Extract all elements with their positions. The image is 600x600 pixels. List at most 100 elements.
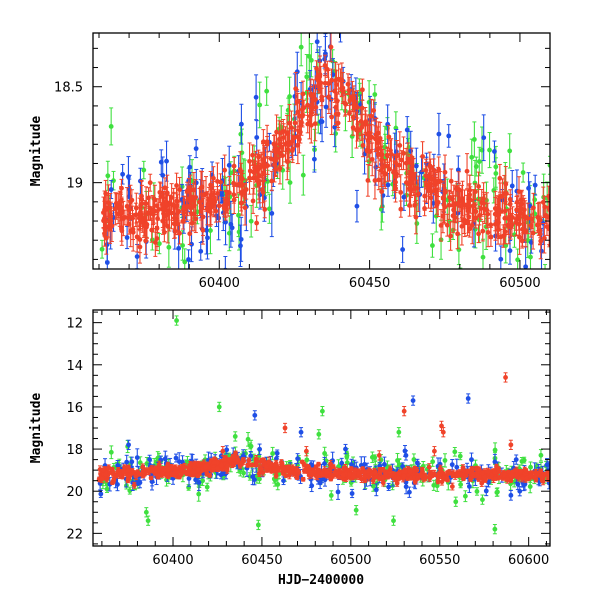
data-point-red <box>496 468 502 474</box>
data-point-red <box>328 33 334 63</box>
data-point-red <box>335 115 341 131</box>
data-point-red <box>340 471 346 480</box>
data-point-red <box>260 170 265 208</box>
data-point-green <box>543 264 548 269</box>
data-point-green <box>492 524 498 535</box>
data-point-red <box>379 175 385 208</box>
data-point-blue <box>252 410 258 421</box>
data-point-blue <box>492 140 497 163</box>
data-point-red <box>516 202 522 231</box>
data-point-red <box>148 475 154 481</box>
data-point-red <box>540 477 546 486</box>
data-point-red <box>118 193 124 230</box>
bottom-x-axis-label: HJD−2400000 <box>278 573 364 588</box>
data-point-green <box>257 81 263 129</box>
data-point-red <box>497 193 503 230</box>
data-point-red <box>315 472 320 481</box>
data-point-red <box>518 469 523 475</box>
data-point-red <box>186 463 192 472</box>
data-point-red <box>410 158 416 191</box>
data-point-red <box>488 210 494 240</box>
data-point-green <box>462 490 468 503</box>
data-point-green <box>458 480 464 489</box>
data-point-red <box>153 470 158 476</box>
data-point-green <box>458 267 463 269</box>
data-point-red <box>503 372 508 383</box>
data-point-green <box>369 451 375 464</box>
data-point-red <box>468 475 473 482</box>
data-point-red <box>450 472 456 479</box>
x-tick-label: 60500 <box>499 276 540 291</box>
data-point-red <box>182 462 188 471</box>
data-point-red <box>463 473 469 478</box>
x-tick-label: 60450 <box>241 553 282 568</box>
data-point-red <box>324 469 330 475</box>
data-point-red <box>266 456 272 467</box>
data-point-red <box>294 475 300 481</box>
data-point-red <box>408 167 414 198</box>
data-point-green <box>411 453 417 466</box>
data-point-red <box>480 220 486 242</box>
data-point-red <box>268 150 274 167</box>
data-point-green <box>248 204 254 238</box>
data-point-blue <box>410 395 416 406</box>
data-point-red <box>437 470 443 479</box>
data-point-red <box>250 144 255 166</box>
data-point-red <box>193 204 199 234</box>
data-point-green <box>452 446 458 457</box>
data-point-red <box>514 195 520 224</box>
data-point-red <box>442 154 448 190</box>
data-point-red <box>284 142 290 181</box>
data-point-red <box>529 208 535 230</box>
data-point-red <box>514 466 519 475</box>
data-point-red <box>101 213 106 229</box>
data-point-red <box>305 89 310 121</box>
data-point-red <box>289 141 295 161</box>
x-tick-label: 60550 <box>419 553 460 568</box>
data-point-green <box>166 226 172 268</box>
data-point-red <box>337 474 342 480</box>
data-point-red <box>432 169 438 196</box>
data-point-green <box>115 278 120 300</box>
data-point-red <box>375 140 381 169</box>
data-point-red <box>508 472 514 479</box>
data-point-red <box>336 63 342 95</box>
data-point-red <box>455 185 461 222</box>
data-point-green <box>420 461 426 472</box>
data-point-green <box>480 494 485 505</box>
data-point-red <box>409 475 414 481</box>
data-point-red <box>112 192 118 226</box>
data-point-green <box>104 485 110 493</box>
data-point-red <box>426 172 431 209</box>
data-point-red <box>521 197 527 222</box>
data-point-red <box>401 406 407 417</box>
data-point-green <box>353 505 359 516</box>
data-point-blue <box>354 189 360 223</box>
data-point-green <box>453 496 459 507</box>
data-point-red <box>539 474 545 480</box>
data-point-red <box>157 181 163 204</box>
data-point-red <box>117 471 122 479</box>
data-point-blue <box>406 486 412 498</box>
data-point-blue <box>254 120 260 155</box>
data-point-red <box>264 464 270 470</box>
data-point-blue <box>158 149 164 175</box>
data-point-red <box>128 184 133 219</box>
y-tick-label: 20 <box>66 485 83 500</box>
data-point-red <box>360 466 366 471</box>
data-point-red <box>398 174 404 211</box>
data-point-red <box>220 446 226 457</box>
data-point-red <box>533 472 538 480</box>
data-point-red <box>390 470 395 478</box>
data-point-red <box>402 469 408 475</box>
data-point-red <box>407 469 413 475</box>
data-point-red <box>277 152 283 185</box>
data-point-green <box>204 482 210 492</box>
bottom-panel-ticks: 60400 60450 60500 60550 60600 12 14 16 18 20 22 <box>66 310 550 568</box>
data-point-blue <box>436 112 442 156</box>
data-point-red <box>379 145 384 175</box>
data-point-red <box>265 156 271 175</box>
data-point-red <box>295 126 301 165</box>
data-point-red <box>150 195 156 225</box>
data-point-red <box>462 189 467 221</box>
